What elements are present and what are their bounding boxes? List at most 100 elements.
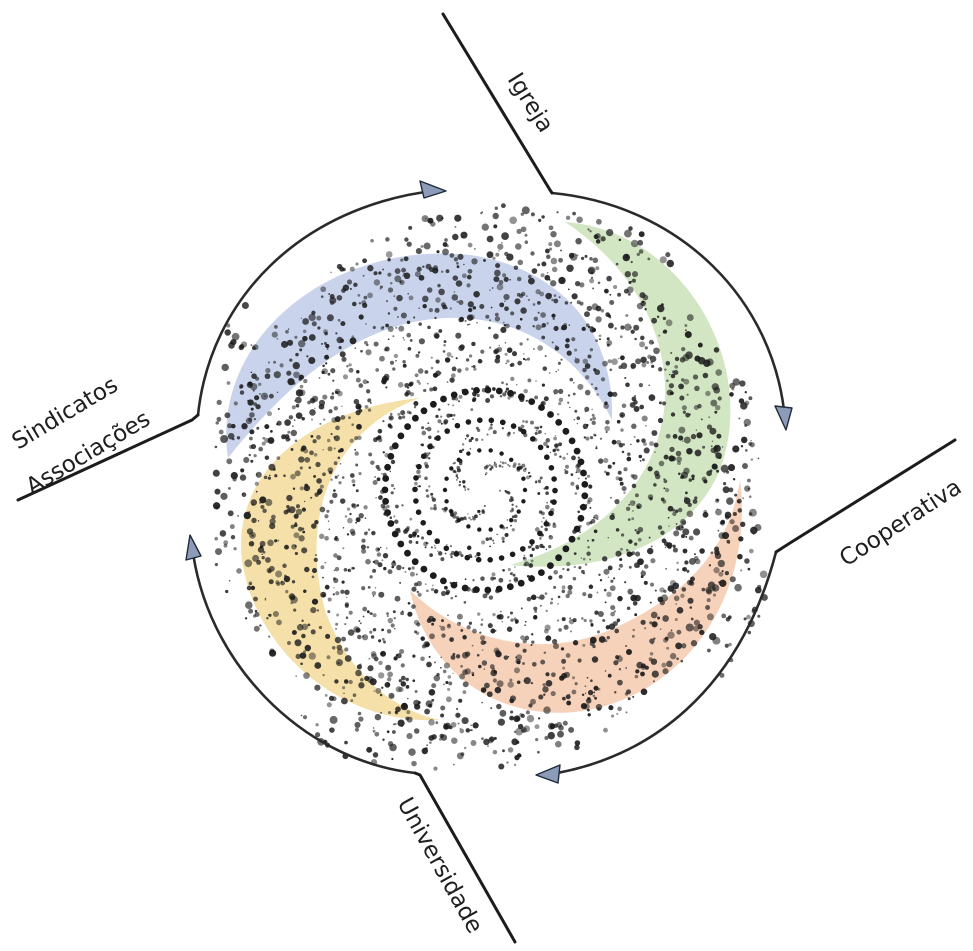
stipple-dot: [505, 387, 510, 391]
stipple-dot: [346, 365, 349, 368]
stipple-dot: [636, 439, 640, 443]
stipple-dot: [556, 211, 559, 214]
stipple-dot: [592, 644, 596, 649]
stipple-dot: [351, 566, 355, 570]
stipple-dot: [270, 430, 273, 433]
stipple-dot: [338, 346, 342, 350]
stipple-dot: [595, 445, 598, 448]
stipple-dot: [426, 744, 428, 747]
stipple-dot: [564, 464, 570, 469]
stipple-dot: [417, 485, 419, 488]
stipple-dot: [446, 696, 452, 703]
stipple-dot: [545, 548, 548, 551]
ring-dot: [509, 457, 514, 462]
stipple-dot: [349, 473, 355, 478]
stipple-dot: [477, 509, 481, 513]
stipple-dot: [358, 682, 365, 689]
stipple-dot: [471, 387, 474, 390]
stipple-dot: [663, 487, 666, 490]
stipple-dot: [463, 746, 467, 750]
stipple-dot: [560, 326, 565, 331]
stipple-dot: [609, 585, 616, 592]
stipple-dot: [480, 640, 486, 646]
stipple-dot: [524, 233, 528, 237]
stipple-dot: [650, 582, 654, 587]
stipple-dot: [447, 614, 449, 616]
stipple-dot: [432, 267, 439, 274]
stipple-dot: [484, 473, 487, 476]
stipple-dot: [358, 513, 364, 519]
stipple-dot: [712, 464, 718, 470]
stipple-dot: [434, 661, 436, 664]
stipple-dot: [644, 346, 648, 350]
stipple-dot: [676, 657, 679, 661]
stipple-dot: [525, 399, 528, 402]
stipple-dot: [492, 212, 499, 220]
stipple-dot: [757, 457, 760, 460]
stipple-dot: [443, 343, 446, 347]
stipple-dot: [304, 483, 309, 488]
stipple-dot: [267, 539, 274, 547]
stipple-dot: [686, 393, 689, 396]
stipple-dot: [684, 560, 689, 565]
stipple-dot: [675, 642, 682, 650]
stipple-dot: [502, 569, 505, 572]
ring-dot: [581, 481, 589, 488]
stipple-dot: [227, 432, 235, 440]
stipple-dot: [587, 546, 590, 549]
stipple-dot: [550, 597, 554, 601]
stipple-dot: [686, 510, 694, 518]
stipple-dot: [290, 447, 294, 451]
stipple-dot: [351, 479, 356, 484]
stipple-dot: [326, 702, 332, 708]
stipple-dot: [464, 438, 467, 440]
stipple-dot: [631, 483, 637, 489]
stipple-dot: [635, 669, 640, 674]
stipple-dot: [626, 286, 634, 294]
stipple-dot: [551, 341, 554, 344]
stipple-dot: [366, 676, 374, 683]
stipple-dot: [266, 567, 272, 573]
stipple-dot: [528, 274, 532, 279]
stipple-dot: [325, 362, 328, 365]
stipple-dot: [379, 693, 383, 697]
stipple-dot: [499, 709, 507, 717]
stipple-dot: [530, 420, 534, 425]
stipple-dot: [567, 401, 570, 404]
stipple-dot: [633, 406, 640, 412]
stipple-dot: [649, 652, 654, 656]
stipple-dot: [534, 610, 538, 613]
stipple-dot: [466, 545, 472, 551]
stipple-dot: [506, 526, 508, 529]
stipple-dot: [299, 623, 302, 626]
stipple-dot: [592, 694, 596, 698]
stipple-dot: [408, 533, 413, 539]
stipple-dot: [301, 619, 304, 623]
stipple-dot: [579, 282, 585, 288]
stipple-dot: [324, 694, 328, 697]
orange-band: [410, 480, 742, 713]
stipple-dot: [511, 503, 514, 506]
stipple-dot: [720, 520, 725, 526]
ring-dot: [453, 551, 460, 557]
stipple-dot: [628, 452, 630, 455]
stipple-dot: [497, 243, 504, 250]
stipple-dot: [328, 293, 331, 295]
stipple-dot: [261, 553, 263, 556]
stipple-dot: [524, 240, 529, 244]
stipple-dot: [367, 292, 373, 299]
stipple-dot: [499, 394, 503, 398]
ring-dot: [456, 457, 461, 462]
stipple-dot: [284, 544, 289, 550]
stipple-dot: [614, 691, 617, 694]
stipple-dot: [577, 537, 581, 540]
stipple-dot: [324, 354, 330, 360]
stipple-dot: [606, 343, 610, 347]
stipple-dot: [522, 648, 527, 653]
stipple-dot: [295, 396, 302, 404]
stipple-dot: [468, 621, 473, 625]
stipple-dot: [318, 376, 321, 379]
stipple-dot: [708, 416, 711, 419]
stipple-dot: [489, 467, 493, 471]
stipple-dot: [485, 537, 490, 541]
